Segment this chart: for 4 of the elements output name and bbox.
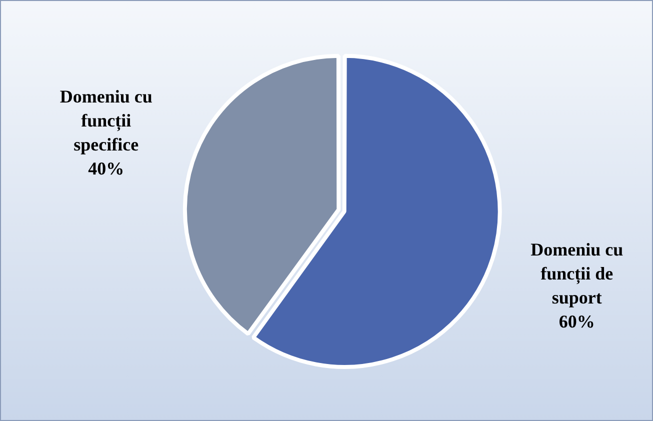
data-label: 40% bbox=[88, 158, 124, 179]
slice-label: Domeniu cu funcții specifice bbox=[60, 86, 152, 155]
data-label: 60% bbox=[558, 312, 595, 332]
slice-label: Domeniu cu funcții de suport bbox=[530, 240, 624, 308]
